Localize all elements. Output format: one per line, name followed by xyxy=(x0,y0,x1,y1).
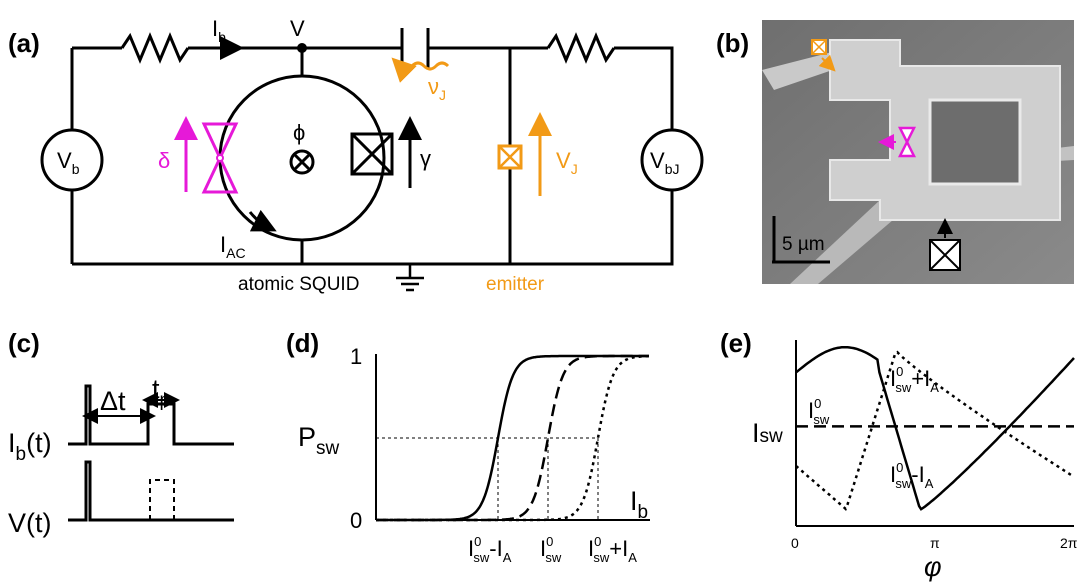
ib-t-label: Ib(t) xyxy=(8,428,52,465)
atomic-contact-icon xyxy=(201,122,239,194)
e-curve-dotted xyxy=(795,350,1075,512)
d-xtick-1: I0 sw xyxy=(540,534,562,565)
contact-marker-icon xyxy=(897,126,917,158)
panel-d: (d) 1 0 Psw Ib I0 sw-IA I0 sw I0 sw+IA xyxy=(286,328,650,565)
panel-b: (b) 5 µm xyxy=(716,20,1074,284)
source-vbj-label: VbJ xyxy=(650,148,679,177)
phi-label: ϕ xyxy=(293,120,305,145)
nu-label: νJ xyxy=(428,74,446,103)
tunnel-junction-icon xyxy=(350,132,394,176)
tunnel-junction-cross xyxy=(350,132,394,176)
e-curve-solid xyxy=(795,345,1075,511)
d-ytick-1: 1 xyxy=(350,344,362,369)
delta-label: δ xyxy=(158,148,170,173)
junction-marker-cross xyxy=(929,239,961,271)
emitter-marker-cross xyxy=(811,39,827,55)
d-curves xyxy=(376,354,649,522)
iac-arrow xyxy=(248,209,277,232)
d-xtick-2: I0 sw+IA xyxy=(588,534,637,565)
d-xtick-0: I0 sw-IA xyxy=(468,534,512,565)
panel-c-label: (c) xyxy=(8,328,40,358)
ib-pulse-trace xyxy=(68,384,234,446)
source-vbj xyxy=(640,128,704,192)
flux-cross xyxy=(292,152,312,172)
squid-loop xyxy=(218,74,386,242)
d-xticks: I0 sw-IA I0 sw I0 sw+IA xyxy=(468,534,637,565)
panel-e: (e) Isw 0 π 2π φ I0 sw I0 sw+IA I0 sw-IA xyxy=(720,328,1078,582)
node-v-label: V xyxy=(290,16,305,41)
resistor-left xyxy=(120,32,190,64)
e-xtick-0: 0 xyxy=(791,535,799,551)
source-vb-label: Vb xyxy=(57,148,80,177)
emitter-junction-cross xyxy=(498,145,522,169)
d-xlabel: Ib xyxy=(630,486,648,523)
e-annot-0: I0 sw xyxy=(808,396,830,427)
e-xlabel: φ xyxy=(924,552,942,582)
d-ylabel: Psw xyxy=(298,422,340,459)
panel-d-label: (d) xyxy=(286,328,319,358)
iac-label: IAC xyxy=(220,232,246,261)
photon-arrow xyxy=(391,57,450,83)
e-annot-1: I0 sw+IA xyxy=(890,364,939,395)
panel-c: (c) tp Δt Ib(t) V(t) xyxy=(8,328,234,538)
source-vb xyxy=(40,128,104,192)
d-curve-solid xyxy=(376,354,649,522)
d-ytick-0: 0 xyxy=(350,508,362,533)
d-curve-dashed xyxy=(376,354,649,522)
e-ylabel: Isw xyxy=(752,418,783,448)
scale-label: 5 µm xyxy=(782,234,825,255)
gamma-label: γ xyxy=(420,146,431,171)
e-xtick-1: π xyxy=(930,535,940,551)
wire-bottom xyxy=(72,188,674,266)
e-annot-2: I0 sw-IA xyxy=(890,460,934,491)
ib-label: Ib xyxy=(212,16,226,45)
wire-right-top xyxy=(614,46,674,132)
resistor-right xyxy=(546,32,616,64)
ground-icon xyxy=(396,264,424,292)
emitter-label: emitter xyxy=(486,274,545,295)
vj-label: VJ xyxy=(556,148,578,177)
contact-point xyxy=(216,154,224,162)
d-curve-dotted xyxy=(376,354,649,522)
atomic-squid-label: atomic SQUID xyxy=(238,274,359,295)
loop-hole xyxy=(928,98,1022,186)
panel-a: (a) Ib V IAC ϕ δ xyxy=(8,16,704,295)
v-pulse-dashed xyxy=(149,479,175,520)
dt-label: Δt xyxy=(100,386,126,416)
panel-e-label: (e) xyxy=(720,328,752,358)
e-curves xyxy=(795,345,1075,512)
emitter-marker-arrow xyxy=(818,54,836,72)
panel-b-label: (b) xyxy=(716,28,749,58)
flux-symbol xyxy=(289,149,315,175)
panel-a-label: (a) xyxy=(8,28,40,58)
v-pulse-trace xyxy=(68,460,234,522)
e-xtick-2: 2π xyxy=(1060,535,1078,551)
v-t-label: V(t) xyxy=(8,508,52,538)
